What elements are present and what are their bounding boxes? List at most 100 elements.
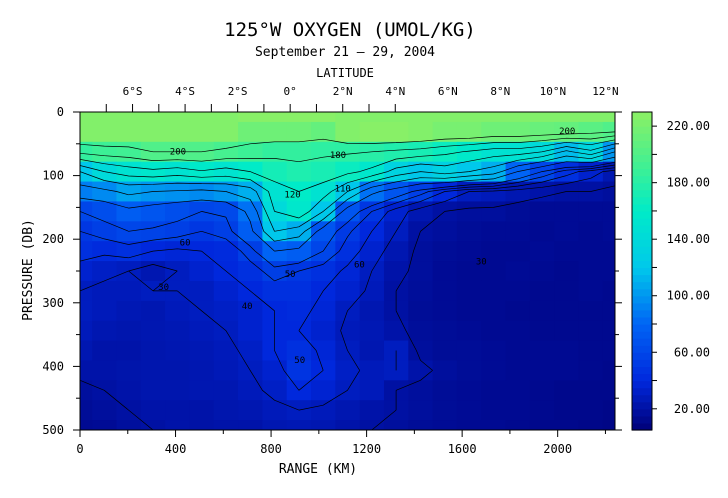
- colorbar-segment: [632, 401, 652, 410]
- oxygen-cell: [335, 201, 361, 222]
- oxygen-cell: [456, 121, 482, 143]
- oxygen-cell: [165, 201, 191, 222]
- oxygen-cell: [92, 201, 118, 222]
- oxygen-cell: [286, 181, 312, 203]
- oxygen-cell: [481, 300, 507, 322]
- oxygen-cell: [140, 121, 166, 143]
- colorbar-segment: [632, 175, 652, 184]
- oxygen-cell: [554, 121, 580, 143]
- oxygen-cell: [286, 141, 312, 163]
- oxygen-cell: [529, 400, 555, 421]
- colorbar-segment: [632, 161, 652, 170]
- oxygen-cell: [602, 360, 615, 381]
- oxygen-cell: [262, 400, 288, 421]
- oxygen-cell: [92, 340, 118, 362]
- oxygen-cell: [262, 112, 288, 123]
- colorbar-segment: [632, 112, 652, 120]
- oxygen-cell: [189, 161, 215, 183]
- oxygen-cell: [554, 300, 580, 322]
- oxygen-cell: [529, 320, 555, 342]
- oxygen-cell: [238, 141, 263, 163]
- oxygen-cell: [165, 340, 191, 362]
- oxygen-cell: [335, 360, 361, 381]
- colorbar-segment: [632, 210, 652, 219]
- oxygen-cell: [481, 380, 507, 401]
- oxygen-cell: [505, 420, 531, 430]
- oxygen-cell: [432, 400, 458, 421]
- oxygen-cell: [189, 420, 215, 430]
- oxygen-cell: [92, 420, 118, 430]
- oxygen-cell: [92, 181, 118, 203]
- oxygen-cell: [80, 280, 93, 302]
- latitude-tick-label: 4°S: [175, 85, 195, 98]
- oxygen-cell: [432, 320, 458, 342]
- oxygen-cell: [554, 112, 580, 123]
- oxygen-cell: [238, 300, 263, 322]
- oxygen-cell: [456, 300, 482, 322]
- oxygen-cell: [335, 221, 361, 242]
- oxygen-cell: [189, 380, 215, 401]
- colorbar-segment: [632, 225, 652, 233]
- latitude-tick-label: 10°N: [540, 85, 567, 98]
- oxygen-cell: [359, 161, 385, 183]
- colorbar-segment: [632, 302, 652, 311]
- oxygen-cell: [189, 181, 215, 203]
- oxygen-cell: [311, 181, 336, 203]
- oxygen-cell: [116, 181, 142, 203]
- oxygen-cell: [383, 221, 409, 242]
- oxygen-cell: [335, 141, 361, 163]
- oxygen-cell: [165, 221, 191, 242]
- colorbar-tick-label: 180.00: [667, 176, 710, 190]
- colorbar-segment: [632, 394, 652, 403]
- oxygen-cell: [359, 360, 385, 381]
- oxygen-cell: [213, 340, 239, 362]
- colorbar-segment: [632, 380, 652, 389]
- oxygen-cell: [432, 300, 458, 322]
- oxygen-cell: [602, 320, 615, 342]
- oxygen-cell: [335, 181, 361, 203]
- oxygen-cell: [383, 400, 409, 421]
- oxygen-cell: [92, 241, 118, 262]
- oxygen-cell: [286, 221, 312, 242]
- oxygen-cell: [165, 360, 191, 381]
- oxygen-cell: [359, 280, 385, 302]
- oxygen-cell: [408, 360, 434, 381]
- oxygen-cell: [578, 241, 604, 262]
- oxygen-cell: [602, 261, 615, 282]
- colorbar-segment: [632, 387, 652, 396]
- oxygen-cell: [456, 221, 482, 242]
- oxygen-cell: [554, 400, 580, 421]
- oxygen-cell: [286, 112, 312, 123]
- contour-line: [80, 143, 615, 219]
- oxygen-cell: [335, 161, 361, 183]
- y-axis-title: PRESSURE (DB): [21, 219, 36, 321]
- oxygen-cell: [165, 241, 191, 262]
- colorbar-segment: [632, 140, 652, 148]
- oxygen-cell: [554, 380, 580, 401]
- oxygen-cell: [481, 221, 507, 242]
- oxygen-cell: [262, 261, 288, 282]
- oxygen-cell: [481, 121, 507, 143]
- oxygen-cell: [213, 420, 239, 430]
- colorbar-segment: [632, 281, 652, 290]
- latitude-axis-title: LATITUDE: [316, 66, 374, 80]
- oxygen-cell: [189, 121, 215, 143]
- colorbar-segment: [632, 359, 652, 367]
- oxygen-cell: [554, 360, 580, 381]
- colorbar-segment: [632, 126, 652, 134]
- oxygen-cell: [456, 112, 482, 123]
- oxygen-cell: [165, 400, 191, 421]
- oxygen-cell: [165, 380, 191, 401]
- oxygen-cell: [408, 300, 434, 322]
- colorbar-segment: [632, 331, 652, 339]
- oxygen-cell: [554, 320, 580, 342]
- oxygen-cell: [116, 241, 142, 262]
- contour-label: 120: [284, 191, 300, 201]
- oxygen-cell: [92, 121, 118, 143]
- latitude-tick-label: 6°N: [438, 85, 458, 98]
- oxygen-cell: [165, 300, 191, 322]
- oxygen-cell: [116, 161, 142, 183]
- oxygen-cell: [505, 241, 531, 262]
- oxygen-cell: [189, 112, 215, 123]
